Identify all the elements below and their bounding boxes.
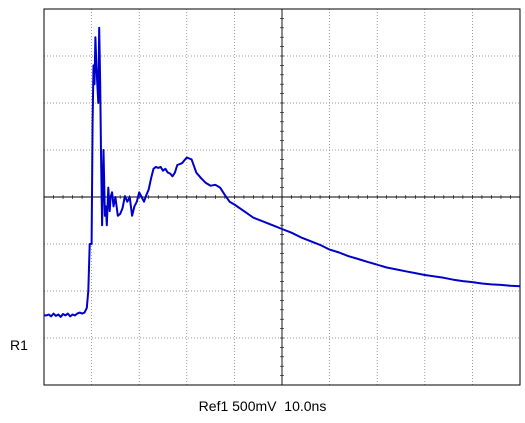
plot-frame [43, 8, 521, 386]
waveform-trace [44, 26, 521, 318]
volts-per-div: 500mV [232, 398, 277, 414]
time-per-div: 10.0ns [284, 398, 327, 414]
trace-marker-label: R1 [10, 337, 28, 353]
channel-name: Ref1 [198, 398, 229, 414]
scale-readout: Ref1 500mV 10.0ns [0, 398, 525, 414]
